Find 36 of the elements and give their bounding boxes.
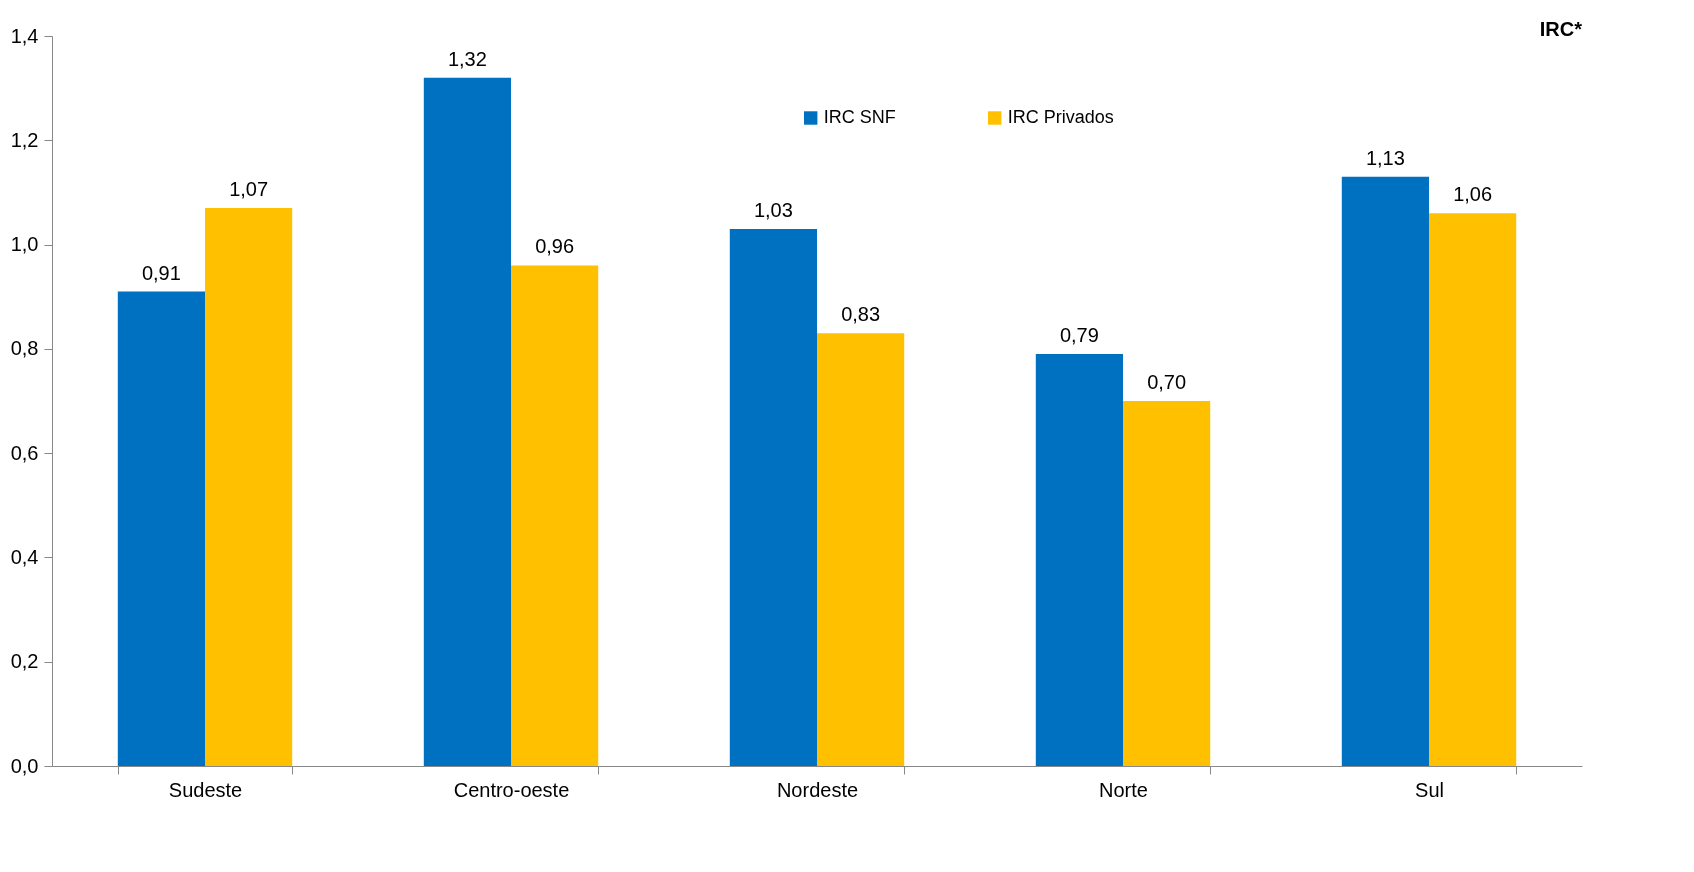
- y-tick-label: 0,2: [10, 650, 39, 673]
- bar: [117, 291, 205, 766]
- data-label: 1,03: [753, 198, 793, 221]
- y-tick-label: 1,4: [10, 24, 39, 47]
- data-label: 0,83: [841, 303, 881, 326]
- y-tick-label: 0,6: [10, 441, 39, 464]
- x-tick-label: Centro-oeste: [453, 778, 570, 801]
- x-tick-label: Nordeste: [776, 778, 859, 801]
- bar: [1429, 213, 1517, 766]
- bar: [817, 333, 905, 766]
- bar: [423, 77, 511, 766]
- data-label: 1,06: [1453, 183, 1493, 206]
- y-tick-label: 0,4: [10, 545, 39, 568]
- data-label: 0,70: [1147, 371, 1187, 393]
- data-label: 1,13: [1365, 146, 1405, 169]
- bar: [1123, 401, 1211, 766]
- x-tick-label: Norte: [1099, 778, 1148, 801]
- legend-label: IRC Privados: [1007, 107, 1114, 127]
- data-label: 1,07: [229, 178, 269, 201]
- x-tick-label: Sudeste: [168, 778, 243, 801]
- y-tick-label: 1,0: [10, 233, 39, 256]
- data-label: 0,79: [1059, 324, 1099, 347]
- bar: [1035, 354, 1123, 766]
- y-tick-label: 0,8: [10, 337, 39, 360]
- legend-label: IRC SNF: [823, 107, 896, 127]
- bar: [205, 208, 293, 766]
- bar: [511, 265, 599, 766]
- data-label: 1,32: [447, 47, 487, 70]
- data-label: 0,96: [535, 235, 575, 258]
- bar: [1341, 176, 1429, 766]
- y-tick-label: 1,2: [10, 128, 39, 151]
- chart-title: IRC*: [1539, 18, 1583, 40]
- y-tick-label: 0,0: [10, 754, 39, 777]
- bar: [729, 228, 817, 766]
- data-label: 0,91: [141, 261, 181, 284]
- x-tick-label: Sul: [1415, 778, 1444, 801]
